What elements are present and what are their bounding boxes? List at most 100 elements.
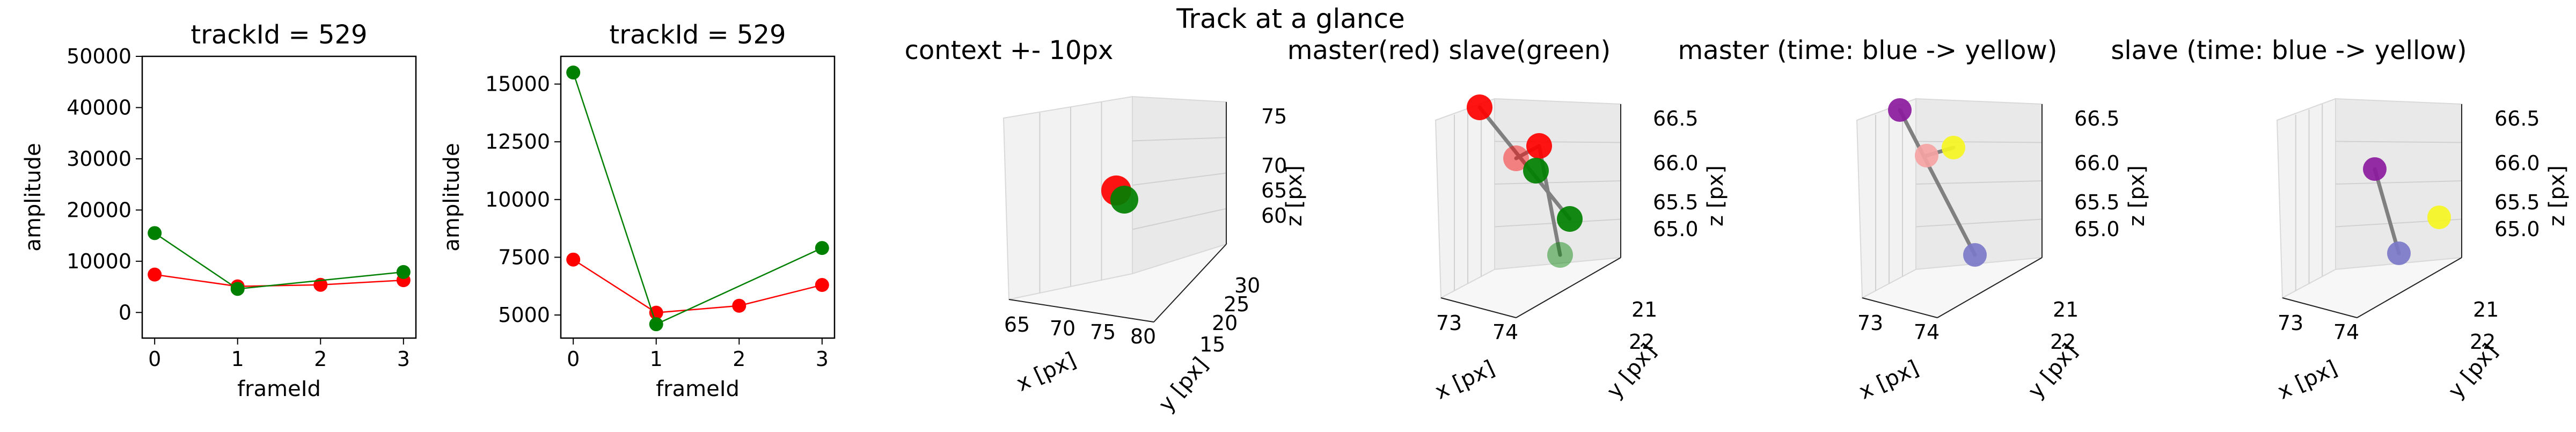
grid-line <box>1494 180 1621 185</box>
y-tick-label: 30 <box>1234 274 1260 297</box>
y-tick-label: 7500 <box>498 245 550 269</box>
data-point <box>148 267 162 282</box>
grid-line <box>2335 180 2462 185</box>
x-tick-label: 80 <box>1130 325 1156 348</box>
x-axis-line <box>1008 299 1154 323</box>
back-pane-left <box>1435 98 1495 299</box>
chart-5: master (time: blue -> yellow) 73 74 21 22 65.… <box>1678 35 2149 405</box>
z-tick-label: 65 <box>1261 179 1287 202</box>
x-axis-label: x [px] <box>1855 356 1922 405</box>
z-tick-label: 70 <box>1261 154 1287 178</box>
chart-1: 0 1 2 3 0 10000 20000 30000 40000 50000 trackId = … <box>21 20 417 401</box>
y-axis-line <box>2357 257 2462 318</box>
series-line-2 <box>572 72 823 325</box>
x-tick-label: 2 <box>314 347 327 371</box>
x-tick-label: 74 <box>2333 320 2359 344</box>
x-tick-label: 2 <box>733 347 745 371</box>
grid-line <box>1494 141 1621 143</box>
chart-title: slave (time: blue -> yellow) <box>2111 35 2467 65</box>
x-axis-line <box>2282 297 2358 318</box>
y-tick-label: 12500 <box>485 130 550 153</box>
z-axis-label: z [px] <box>1282 165 1307 226</box>
z-tick-label: 60 <box>1261 204 1287 228</box>
z-tick-label: 65.5 <box>2494 191 2540 214</box>
grid-line <box>1132 172 1227 186</box>
y-tick-label: 15 <box>1199 333 1225 356</box>
axes-frame <box>560 55 836 339</box>
data-point <box>649 317 663 332</box>
z-axis-label: z [px] <box>1703 165 1728 226</box>
x-axis-label: x [px] <box>1013 348 1080 397</box>
grid-line <box>1915 218 2043 228</box>
data-point <box>1526 133 1552 159</box>
data-point <box>396 265 411 279</box>
z-tick-label: 66.5 <box>2494 107 2540 130</box>
z-tick-label: 66.0 <box>2074 151 2120 175</box>
data-point <box>2363 157 2387 181</box>
data-point <box>1963 243 1987 267</box>
y-axis-line <box>1937 257 2043 318</box>
x-axis-line <box>1862 297 1938 318</box>
data-point <box>1915 144 1938 167</box>
x-axis-line <box>1440 297 1517 318</box>
data-point <box>2427 206 2451 229</box>
x-tick-label: 0 <box>567 347 580 371</box>
x-axis-label: frameId <box>656 377 740 401</box>
y-tick-label: 0 <box>119 301 131 324</box>
chart-title: trackId = 529 <box>191 20 367 50</box>
y-axis-label: amplitude <box>440 143 464 251</box>
y-tick-label: 25 <box>1224 292 1249 316</box>
y-axis-label: amplitude <box>21 143 46 251</box>
figure-title: Track at a glance <box>1176 3 1405 34</box>
z-tick-label: 75 <box>1261 105 1287 128</box>
data-point <box>230 282 245 296</box>
x-tick-label: 73 <box>1857 311 1883 335</box>
y-axis-label: y [px] <box>1154 353 1213 416</box>
x-tick-label: 74 <box>1914 320 1940 344</box>
data-point <box>1547 242 1573 268</box>
x-tick-label: 70 <box>1050 317 1075 340</box>
z-tick-label: 66.0 <box>1653 151 1699 175</box>
grid-line <box>1132 208 1227 230</box>
data-point <box>1523 158 1549 184</box>
data-point <box>815 241 829 255</box>
chart-6: slave (time: blue -> yellow) 73 74 21 22 65.0… <box>2111 35 2570 405</box>
z-tick-label: 65.5 <box>2074 191 2120 214</box>
chart-2: 0 1 2 3 5000 7500 10000 12500 15000 trackId = 529… <box>440 20 836 401</box>
data-point <box>566 252 581 267</box>
z-tick-label: 65.0 <box>2494 217 2540 241</box>
x-tick-label: 1 <box>650 347 663 371</box>
y-tick-label: 50000 <box>67 45 131 68</box>
y-axis-line <box>1153 244 1227 323</box>
y-tick-label: 21 <box>1631 298 1657 321</box>
data-point <box>649 305 663 320</box>
z-tick-label: 65.0 <box>2074 217 2120 241</box>
data-point <box>1467 94 1492 120</box>
back-pane-right <box>1132 96 1227 275</box>
back-pane-left <box>2276 98 2336 299</box>
x-axis-label: frameId <box>237 377 321 401</box>
x-tick-label: 3 <box>816 347 829 371</box>
x-tick-label: 65 <box>1004 313 1030 336</box>
data-point <box>1888 98 1912 122</box>
data-point <box>1557 206 1583 232</box>
chart-title: master (time: blue -> yellow) <box>1678 35 2058 65</box>
y-tick-label: 40000 <box>67 96 131 119</box>
x-axis-label: x [px] <box>1431 356 1498 405</box>
x-tick-label: 1 <box>231 347 244 371</box>
data-point <box>1110 186 1138 214</box>
grid-line <box>2335 141 2462 143</box>
data-point <box>732 298 747 313</box>
z-tick-label: 66.5 <box>2074 107 2120 130</box>
data-point <box>566 65 581 80</box>
chart-title: master(red) slave(green) <box>1287 35 1611 65</box>
y-tick-label: 22 <box>2050 330 2076 354</box>
z-tick-label: 66.5 <box>1653 107 1699 130</box>
data-point <box>1942 136 1965 159</box>
z-tick-label: 65.5 <box>1653 191 1699 214</box>
chart-title: context +- 10px <box>905 35 1114 65</box>
x-tick-label: 0 <box>148 347 161 371</box>
y-tick-label: 5000 <box>498 303 550 327</box>
series-line-1 <box>155 274 404 287</box>
